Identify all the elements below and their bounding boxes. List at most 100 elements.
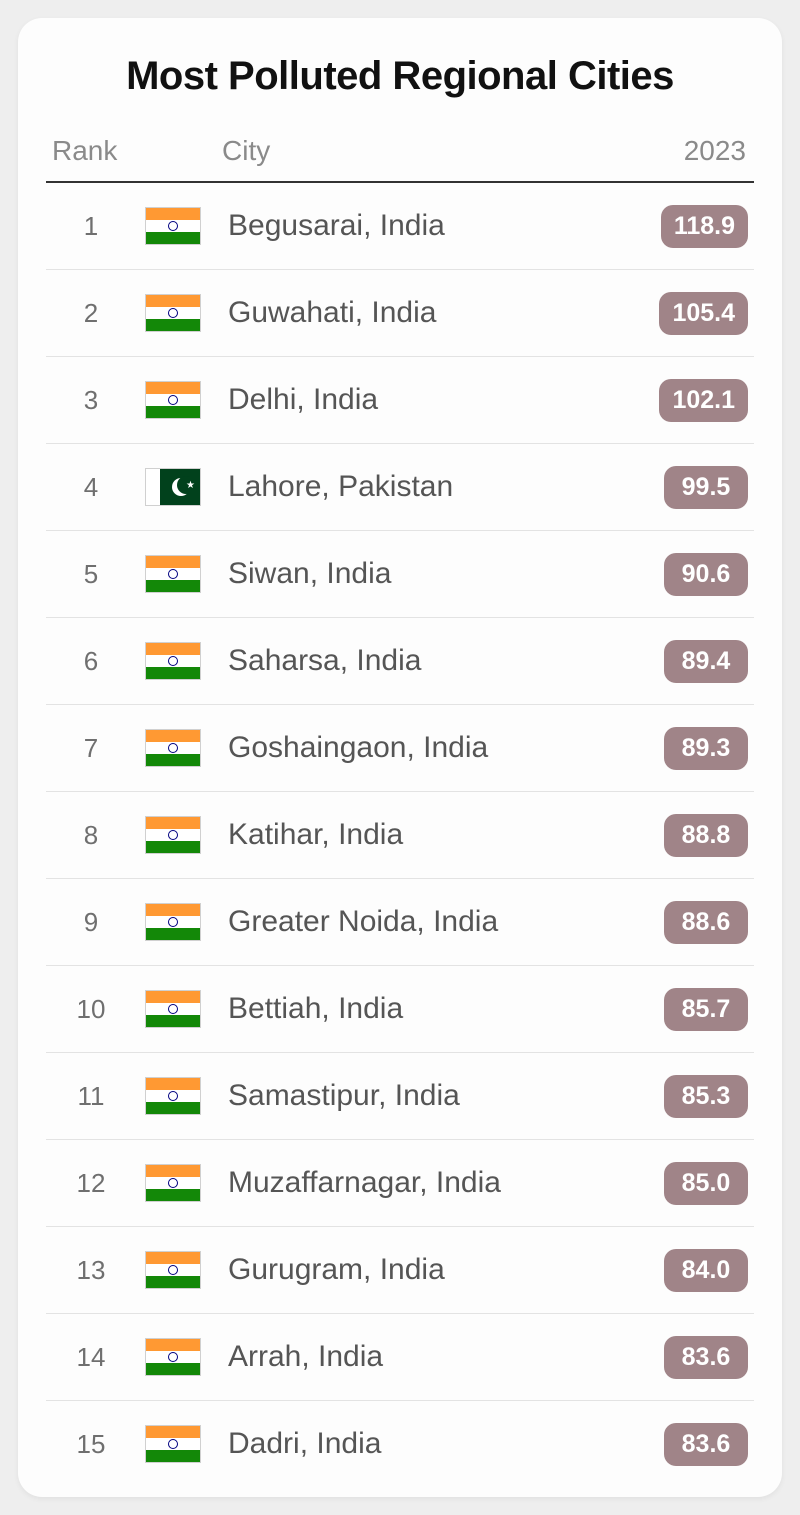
flag-cell — [136, 990, 210, 1028]
table-row: 7Goshaingaon, India89.3 — [46, 705, 754, 792]
rank-cell: 13 — [46, 1255, 136, 1286]
rank-cell: 11 — [46, 1081, 136, 1112]
value-badge: 89.4 — [664, 640, 748, 683]
value-badge: 85.7 — [664, 988, 748, 1031]
flag-cell — [136, 207, 210, 245]
rank-cell: 12 — [46, 1168, 136, 1199]
flag-india-icon — [145, 990, 201, 1028]
value-badge: 83.6 — [664, 1423, 748, 1466]
value-cell: 102.1 — [628, 379, 754, 422]
city-cell: Lahore, Pakistan — [210, 470, 628, 504]
city-cell: Gurugram, India — [210, 1253, 628, 1287]
flag-india-icon — [145, 555, 201, 593]
flag-india-icon — [145, 816, 201, 854]
flag-india-icon — [145, 1338, 201, 1376]
flag-india-icon — [145, 903, 201, 941]
value-badge: 105.4 — [659, 292, 748, 335]
city-cell: Siwan, India — [210, 557, 628, 591]
value-badge: 102.1 — [659, 379, 748, 422]
flag-cell: ★ — [136, 468, 210, 506]
value-badge: 118.9 — [661, 205, 748, 248]
city-cell: Saharsa, India — [210, 644, 628, 678]
value-cell: 88.6 — [628, 901, 754, 944]
city-cell: Delhi, India — [210, 383, 628, 417]
value-cell: 83.6 — [628, 1423, 754, 1466]
city-cell: Dadri, India — [210, 1427, 628, 1461]
flag-cell — [136, 1077, 210, 1115]
value-cell: 84.0 — [628, 1249, 754, 1292]
value-badge: 88.8 — [664, 814, 748, 857]
flag-india-icon — [145, 1077, 201, 1115]
flag-india-icon — [145, 294, 201, 332]
flag-india-icon — [145, 1251, 201, 1289]
flag-cell — [136, 1164, 210, 1202]
value-cell: 85.3 — [628, 1075, 754, 1118]
flag-cell — [136, 729, 210, 767]
table-row: 12 Muzaffarnagar, India 85.0 — [46, 1140, 754, 1227]
flag-india-icon — [145, 207, 201, 245]
city-cell: Bettiah, India — [210, 992, 628, 1026]
rank-cell: 8 — [46, 820, 136, 851]
rank-cell: 15 — [46, 1429, 136, 1460]
city-cell: Greater Noida, India — [210, 905, 628, 939]
table-row: 14Arrah, India83.6 — [46, 1314, 754, 1401]
flag-cell — [136, 903, 210, 941]
table-row: 9 Greater Noida, India 88.6 — [46, 879, 754, 966]
table-row: 1Begusarai, India118.9 — [46, 183, 754, 270]
col-rank: Rank — [46, 135, 142, 167]
table-row: 13 Gurugram, India 84.0 — [46, 1227, 754, 1314]
value-badge: 99.5 — [664, 466, 748, 509]
ranking-card: Most Polluted Regional Cities Rank City … — [18, 18, 782, 1497]
table-row: 3 Delhi, India 102.1 — [46, 357, 754, 444]
flag-india-icon — [145, 729, 201, 767]
rank-cell: 10 — [46, 994, 136, 1025]
rank-cell: 2 — [46, 298, 136, 329]
table-row: 8 Katihar, India 88.8 — [46, 792, 754, 879]
rank-cell: 9 — [46, 907, 136, 938]
flag-cell — [136, 642, 210, 680]
flag-cell — [136, 294, 210, 332]
value-cell: 90.6 — [628, 553, 754, 596]
flag-cell — [136, 381, 210, 419]
value-cell: 85.7 — [628, 988, 754, 1031]
flag-india-icon — [145, 1425, 201, 1463]
rank-cell: 14 — [46, 1342, 136, 1373]
flag-pakistan-icon: ★ — [145, 468, 201, 506]
value-badge: 85.3 — [664, 1075, 748, 1118]
rank-cell: 7 — [46, 733, 136, 764]
flag-cell — [136, 555, 210, 593]
value-cell: 105.4 — [628, 292, 754, 335]
table-row: 11Samastipur, India85.3 — [46, 1053, 754, 1140]
rank-cell: 6 — [46, 646, 136, 677]
city-cell: Begusarai, India — [210, 209, 628, 243]
table-header: Rank City 2023 — [46, 125, 754, 183]
value-cell: 89.3 — [628, 727, 754, 770]
city-cell: Guwahati, India — [210, 296, 628, 330]
value-cell: 85.0 — [628, 1162, 754, 1205]
flag-cell — [136, 1425, 210, 1463]
value-badge: 89.3 — [664, 727, 748, 770]
flag-india-icon — [145, 642, 201, 680]
flag-india-icon — [145, 1164, 201, 1202]
col-city: City — [142, 135, 626, 167]
table-row: 4 ★ Lahore, Pakistan 99.5 — [46, 444, 754, 531]
flag-india-icon — [145, 381, 201, 419]
city-cell: Katihar, India — [210, 818, 628, 852]
rank-cell: 4 — [46, 472, 136, 503]
table-row: 6 Saharsa, India 89.4 — [46, 618, 754, 705]
table-row: 5 Siwan, India 90.6 — [46, 531, 754, 618]
flag-cell — [136, 816, 210, 854]
value-badge: 84.0 — [664, 1249, 748, 1292]
value-badge: 90.6 — [664, 553, 748, 596]
table-row: 2 Guwahati, India 105.4 — [46, 270, 754, 357]
value-badge: 88.6 — [664, 901, 748, 944]
rank-cell: 5 — [46, 559, 136, 590]
rank-cell: 3 — [46, 385, 136, 416]
city-cell: Muzaffarnagar, India — [210, 1166, 628, 1200]
value-cell: 99.5 — [628, 466, 754, 509]
flag-cell — [136, 1338, 210, 1376]
card-title: Most Polluted Regional Cities — [46, 54, 754, 99]
table-row: 10 Bettiah, India 85.7 — [46, 966, 754, 1053]
value-badge: 85.0 — [664, 1162, 748, 1205]
value-cell: 88.8 — [628, 814, 754, 857]
